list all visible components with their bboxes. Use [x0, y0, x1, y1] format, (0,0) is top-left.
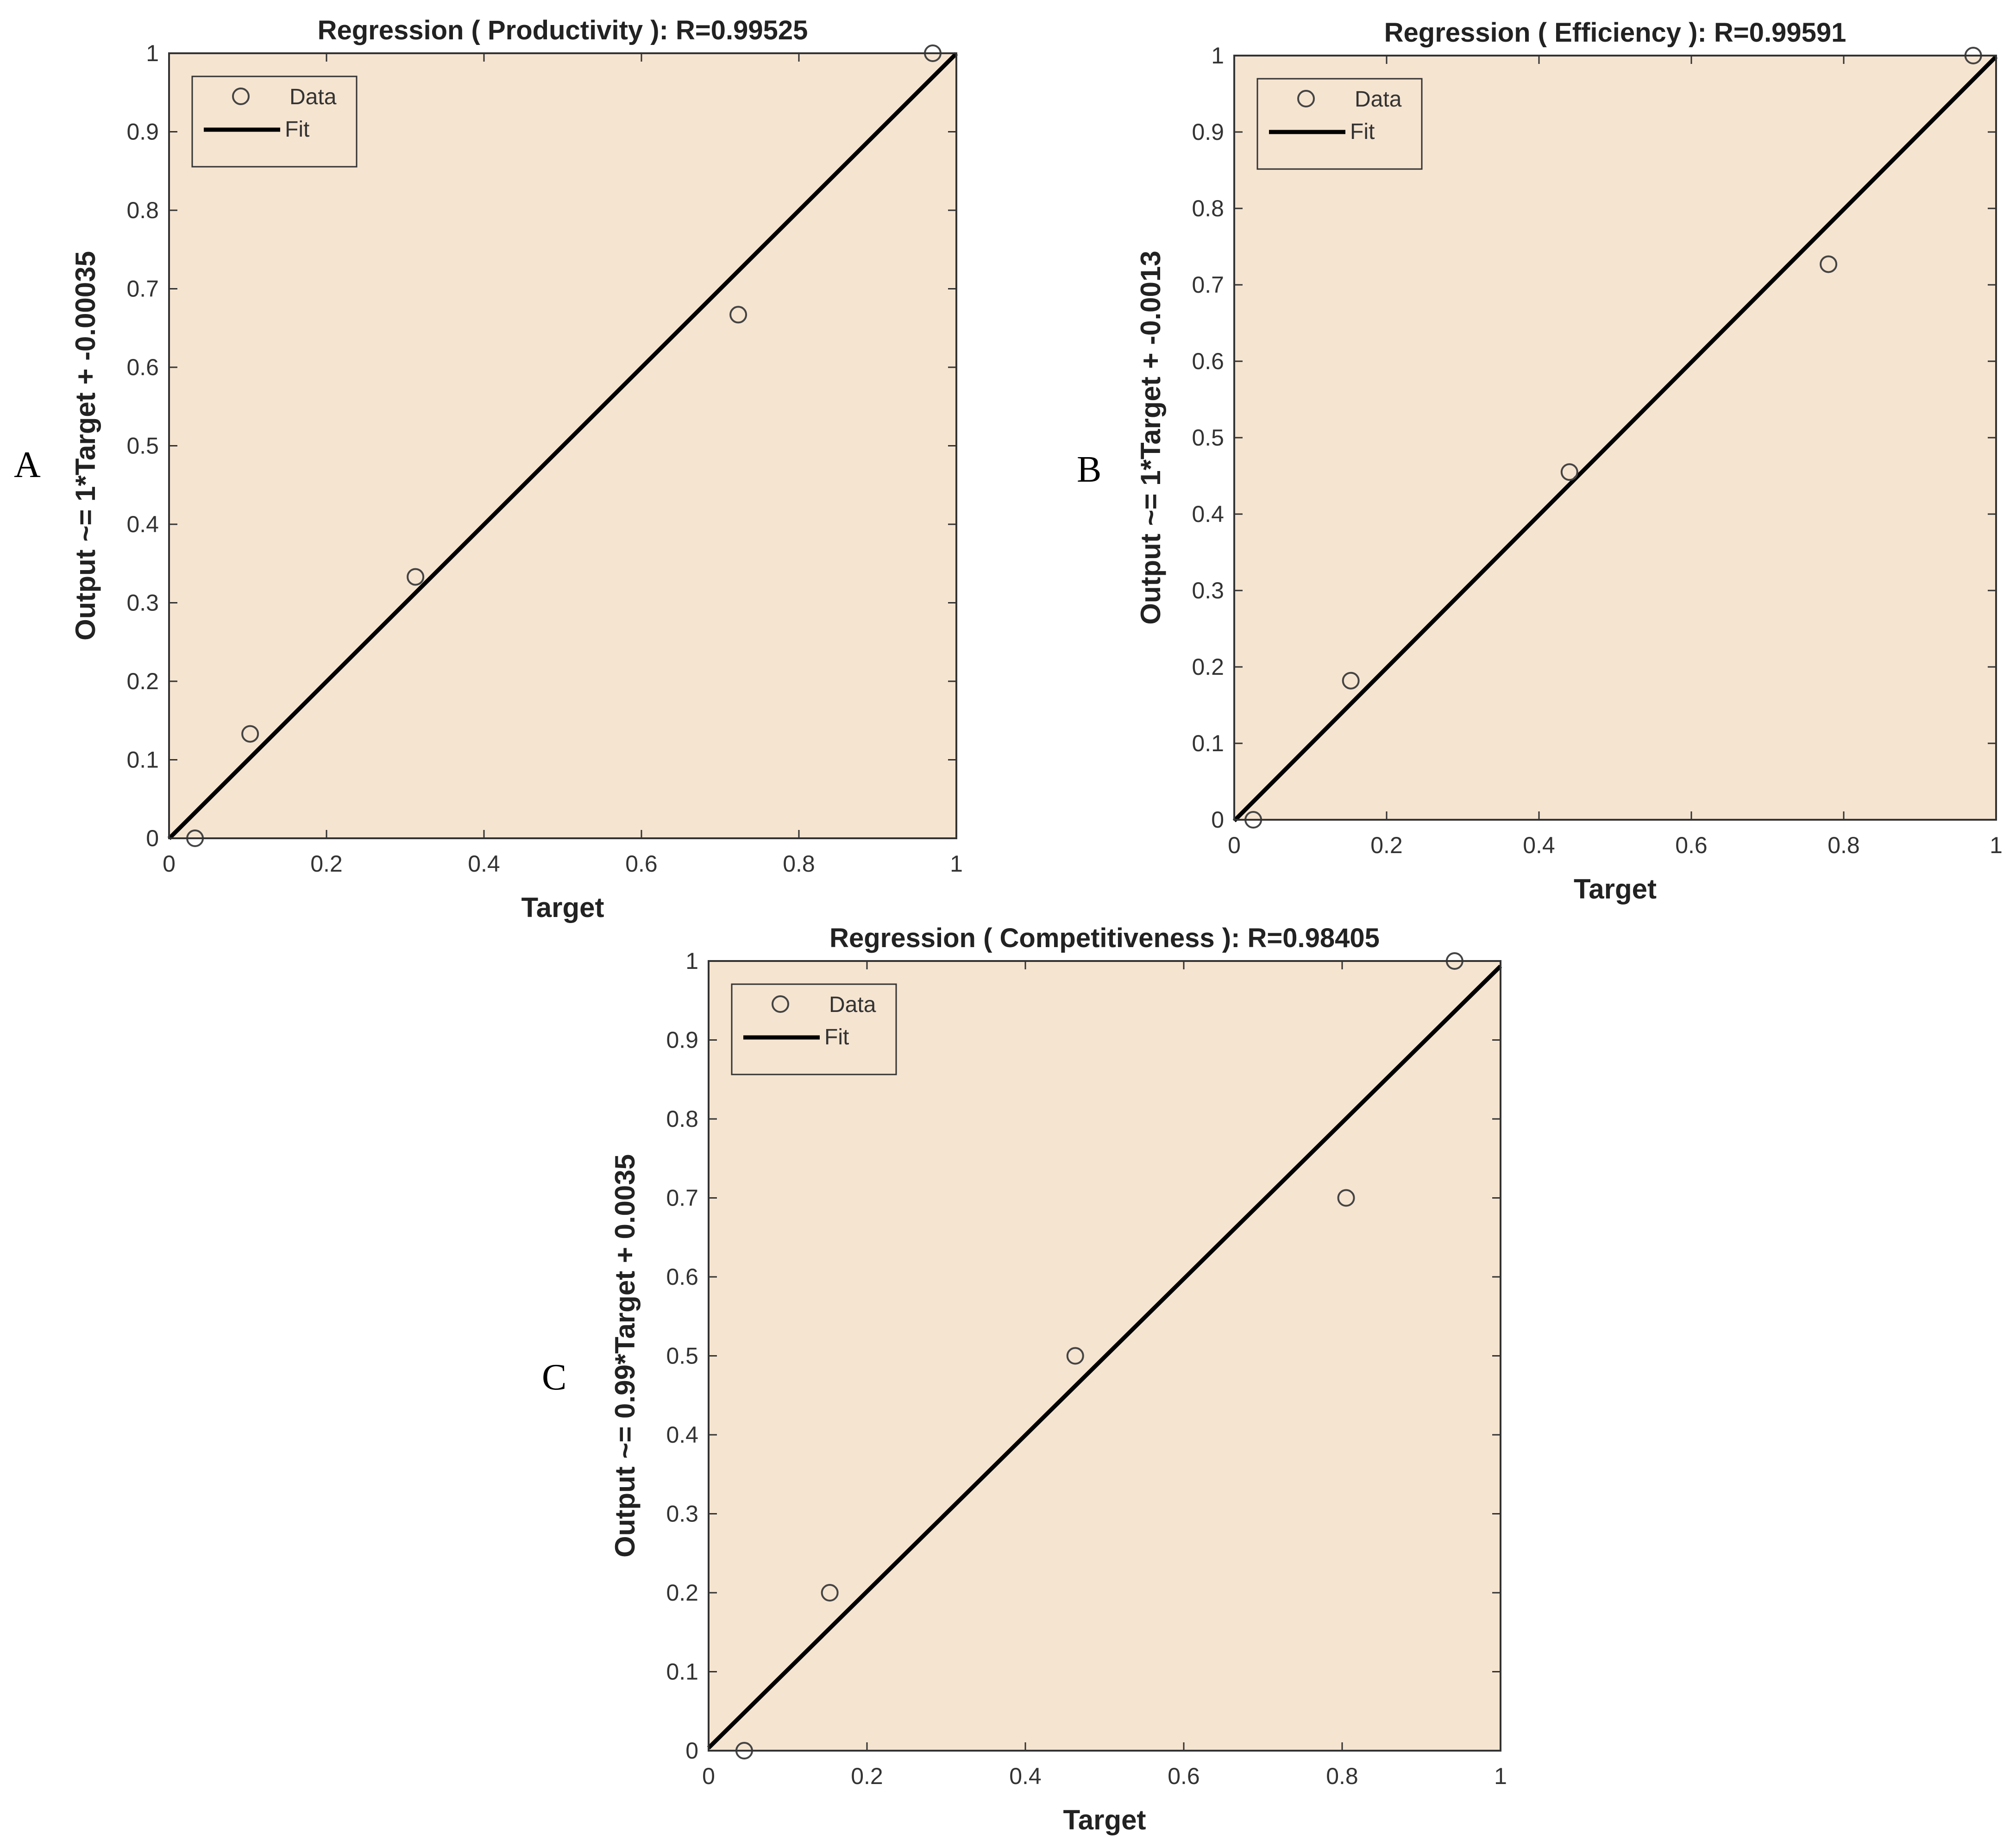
y-tick-label: 0.5 — [1192, 425, 1224, 451]
x-tick-label: 1 — [1494, 1763, 1507, 1789]
x-axis-label: Target — [1063, 1804, 1146, 1835]
fit-line — [707, 964, 1502, 1750]
y-tick-label: 0.3 — [666, 1501, 698, 1527]
plot-frame — [708, 960, 1501, 1752]
y-tick-label: 0.2 — [126, 668, 159, 694]
y-tick-label: 0.6 — [666, 1264, 698, 1290]
chart-title: Regression ( Competitiveness ): R=0.9840… — [829, 923, 1380, 953]
chart-panel-c: C Regression ( Competitiveness ): R=0.984… — [542, 923, 1507, 1835]
y-tick-label: 0.9 — [1192, 119, 1224, 145]
y-tick-label: 0.8 — [1192, 195, 1224, 221]
legend-box — [1256, 78, 1423, 170]
legend-fit-label: Fit — [824, 1025, 849, 1049]
y-axis-label: Output ~= 1*Target + -0.00035 — [70, 251, 101, 641]
x-tick-label: 1 — [950, 851, 963, 877]
plot-frame — [1233, 55, 1997, 821]
x-tick-label: 0.2 — [1370, 832, 1403, 858]
legend-box — [731, 983, 897, 1075]
legend-data-label: Data — [289, 85, 337, 109]
y-tick-label: 0.4 — [666, 1422, 698, 1448]
y-tick-label: 0 — [146, 825, 159, 851]
legend-data-marker — [772, 995, 789, 1013]
panel-letter: C — [542, 1357, 566, 1398]
data-point — [1560, 463, 1578, 481]
x-tick-label: 0 — [163, 851, 176, 877]
x-tick-label: 0.8 — [1326, 1763, 1358, 1789]
plot-frame — [168, 52, 957, 839]
fit-line — [1232, 55, 1998, 823]
x-tick-label: 0.6 — [1168, 1763, 1200, 1789]
x-tick-label: 0.2 — [851, 1763, 883, 1789]
y-tick-label: 0.8 — [126, 197, 159, 223]
panel-letter: A — [14, 445, 41, 485]
chart-title: Regression ( Productivity ): R=0.99525 — [318, 15, 808, 45]
data-point — [1342, 672, 1360, 690]
y-tick-label: 0.1 — [1192, 730, 1224, 756]
legend-data-label: Data — [829, 993, 876, 1017]
y-tick-label: 1 — [685, 948, 698, 974]
x-tick-label: 0.8 — [1828, 832, 1860, 858]
legend-fit-label: Fit — [1350, 119, 1375, 144]
legend-fit-label: Fit — [285, 117, 309, 142]
data-point — [241, 725, 259, 743]
y-tick-label: 0 — [1211, 807, 1224, 833]
x-tick-label: 1 — [1990, 832, 2003, 858]
y-tick-label: 0.9 — [666, 1027, 698, 1053]
y-tick-label: 0.1 — [666, 1659, 698, 1685]
x-axis-label: Target — [1574, 873, 1657, 905]
x-tick-label: 0.6 — [1675, 832, 1708, 858]
data-point — [1066, 1347, 1084, 1365]
legend: Data Fit — [1256, 78, 1423, 170]
y-tick-label: 0.1 — [126, 747, 159, 773]
chart-panel-a: A Regression ( Productivity ): R=0.99525 0… — [14, 15, 963, 923]
x-axis-label: Target — [521, 892, 604, 923]
y-tick-label: 0.5 — [666, 1343, 698, 1369]
y-tick-label: 0.9 — [126, 119, 159, 145]
y-tick-label: 1 — [1211, 43, 1224, 69]
legend-box — [191, 75, 358, 168]
legend: Data Fit — [191, 75, 358, 168]
y-tick-label: 0.7 — [1192, 272, 1224, 298]
y-axis-label: Output ~= 1*Target + -0.0013 — [1135, 251, 1166, 625]
y-tick-label: 0.7 — [126, 276, 159, 302]
y-tick-label: 0.5 — [126, 433, 159, 459]
y-tick-label: 0.3 — [126, 590, 159, 616]
data-point — [407, 568, 425, 586]
data-point — [1820, 255, 1838, 273]
y-axis-label: Output ~= 0.99*Target + 0.0035 — [609, 1154, 641, 1558]
panel-letter: B — [1077, 449, 1101, 490]
chart-title: Regression ( Efficiency ): R=0.99591 — [1384, 18, 1846, 48]
data-point — [821, 1584, 839, 1602]
y-tick-label: 0.6 — [126, 354, 159, 380]
x-tick-label: 0.4 — [468, 851, 500, 877]
y-tick-label: 0 — [685, 1738, 698, 1764]
x-tick-label: 0.8 — [783, 851, 815, 877]
y-tick-label: 0.6 — [1192, 348, 1224, 374]
fit-line — [167, 52, 958, 840]
x-tick-label: 0.4 — [1009, 1763, 1042, 1789]
x-tick-label: 0 — [1228, 832, 1241, 858]
x-tick-label: 0.6 — [625, 851, 658, 877]
data-point — [1337, 1189, 1355, 1207]
x-tick-label: 0 — [702, 1763, 715, 1789]
legend-data-label: Data — [1355, 87, 1402, 112]
legend-data-marker — [1297, 90, 1315, 107]
y-tick-label: 0.7 — [666, 1185, 698, 1211]
y-tick-label: 1 — [146, 40, 159, 66]
x-tick-label: 0.4 — [1523, 832, 1555, 858]
legend-data-marker — [232, 88, 250, 105]
chart-panel-b: B Regression ( Efficiency ): R=0.99591 0 0.… — [1077, 18, 2003, 905]
data-point — [729, 306, 747, 324]
y-tick-label: 0.2 — [1192, 654, 1224, 680]
y-tick-label: 0.8 — [666, 1106, 698, 1132]
y-tick-label: 0.3 — [1192, 578, 1224, 603]
y-tick-label: 0.4 — [126, 511, 159, 537]
y-tick-label: 0.2 — [666, 1580, 698, 1606]
y-tick-label: 0.4 — [1192, 501, 1224, 527]
legend: Data Fit — [731, 983, 897, 1075]
x-tick-label: 0.2 — [310, 851, 343, 877]
